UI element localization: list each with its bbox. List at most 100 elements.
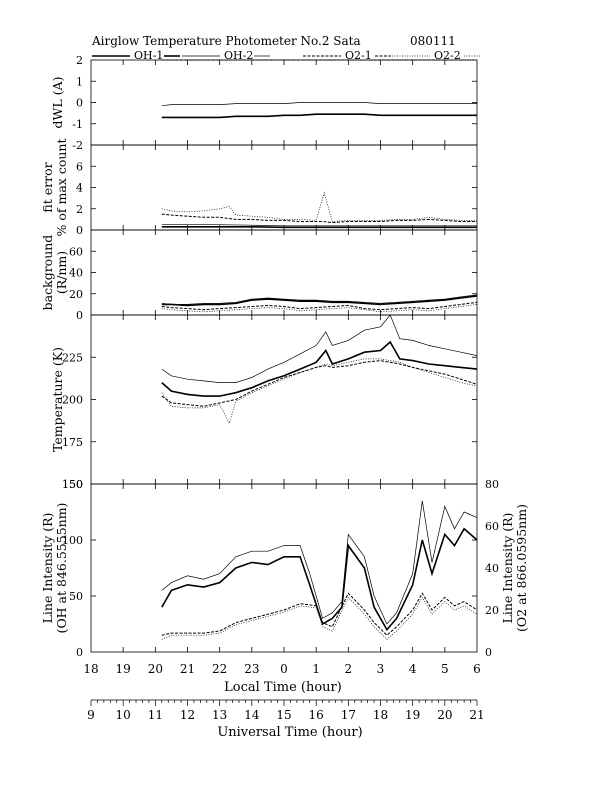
legend-label: OH-1 xyxy=(134,49,163,62)
y-tick-label: 1 xyxy=(76,75,83,88)
ut-tick-label: 12 xyxy=(180,708,195,722)
y-tick-label: 50 xyxy=(69,590,83,603)
local-tick-label: 5 xyxy=(441,662,449,676)
y2-tick-label: 20 xyxy=(485,604,499,617)
y-tick-label: 0 xyxy=(76,224,83,237)
chart-title: Airglow Temperature Photometer No.2 Sata xyxy=(91,34,361,48)
y-tick-label: 6 xyxy=(76,160,83,173)
panel-1: 2 1 0 -1 -2 dWL (A) xyxy=(50,54,478,152)
local-time-axis-label: Local Time (hour) xyxy=(224,680,342,695)
ut-tick-label: 13 xyxy=(212,708,227,722)
series-line-oh-2 xyxy=(161,500,478,625)
panel-frame xyxy=(90,483,478,653)
ut-tick-label: 19 xyxy=(405,708,420,722)
ut-tick-label: 20 xyxy=(437,708,452,722)
y-tick-label: 20 xyxy=(69,288,83,301)
panel-4: 225 200 175 150 Temperature (K) xyxy=(50,314,478,491)
universal-time-axis: 9 10 11 12 13 14 15 16 17 18 19 20 21 xyxy=(87,699,485,722)
panel-frame xyxy=(90,59,478,146)
ut-tick-label: 14 xyxy=(244,708,260,722)
universal-time-axis-label: Universal Time (hour) xyxy=(217,725,362,740)
local-tick-label: 18 xyxy=(83,662,98,676)
local-tick-label: 21 xyxy=(180,662,195,676)
local-time-axis: 18 19 20 21 22 23 0 1 2 3 4 5 6 xyxy=(83,662,480,676)
y2-axis-label: Line Intensity (R) xyxy=(500,513,515,624)
local-tick-label: 0 xyxy=(280,662,288,676)
y-tick-label: 175 xyxy=(62,436,83,449)
series-line-oh-1 xyxy=(161,527,478,631)
y-tick-label: 150 xyxy=(62,478,83,491)
series-line-o2-1 xyxy=(161,360,478,407)
series-line-oh-1 xyxy=(161,226,477,229)
series-line-o2-1 xyxy=(161,301,478,311)
legend-label: O2-2 xyxy=(434,49,461,62)
series-line-oh-1 xyxy=(161,295,478,307)
series-line-o2-1 xyxy=(161,592,478,636)
y-axis-label-2: % of max count xyxy=(54,139,69,237)
y-tick-label: -2 xyxy=(72,139,83,152)
y-tick-label: 2 xyxy=(76,54,83,67)
panel-frame xyxy=(90,314,478,485)
series-line-o2-2 xyxy=(161,191,477,222)
ut-tick-label: 11 xyxy=(148,708,163,722)
chart-date: 080111 xyxy=(410,34,456,48)
series-line-oh-2 xyxy=(161,294,478,305)
local-tick-label: 6 xyxy=(473,662,481,676)
y-tick-label: 0 xyxy=(76,646,83,659)
y-axis-label-2: (R/nm) xyxy=(54,251,69,294)
y2-tick-label: 40 xyxy=(485,562,499,575)
y-tick-label: 225 xyxy=(62,351,83,364)
y-axis-label-2: (OH at 846.5555nm) xyxy=(54,503,69,634)
legend-label: OH-2 xyxy=(224,49,253,62)
y-tick-label: 4 xyxy=(76,182,83,195)
y-axis-label: Temperature (K) xyxy=(50,347,65,452)
series-line-oh-2 xyxy=(161,102,477,107)
local-tick-label: 23 xyxy=(244,662,259,676)
y2-axis-label-2: (O2 at 866.0595nm) xyxy=(514,504,529,632)
local-tick-label: 22 xyxy=(212,662,227,676)
y-axis-label: Line Intensity (R) xyxy=(40,513,55,624)
series-line-o2-2 xyxy=(161,358,478,425)
y-tick-label: -1 xyxy=(72,118,83,131)
local-tick-label: 2 xyxy=(345,662,353,676)
panel-frame xyxy=(90,144,478,231)
local-tick-label: 20 xyxy=(148,662,163,676)
y-axis-label: background xyxy=(40,235,55,311)
y2-tick-label: 0 xyxy=(485,646,492,659)
local-tick-label: 4 xyxy=(409,662,417,676)
y-tick-label: 40 xyxy=(69,267,83,280)
y2-tick-label: 80 xyxy=(485,478,499,491)
y-tick-label: 100 xyxy=(62,534,83,547)
series-line-oh-1 xyxy=(161,113,477,119)
local-tick-label: 3 xyxy=(377,662,385,676)
series-line-oh-1 xyxy=(161,340,478,397)
y-tick-label: 60 xyxy=(69,245,83,258)
y-axis-label: dWL (A) xyxy=(50,77,65,129)
ut-tick-label: 10 xyxy=(116,708,131,722)
series-line-oh-2 xyxy=(161,224,477,227)
y-tick-label: 200 xyxy=(62,394,83,407)
y-tick-label: 2 xyxy=(76,203,83,216)
local-tick-label: 1 xyxy=(312,662,320,676)
series-line-o2-2 xyxy=(161,304,478,313)
panel-3: 60 40 20 0 background (R/nm) xyxy=(40,229,478,322)
y2-tick-label: 60 xyxy=(485,520,499,533)
ut-tick-label: 18 xyxy=(373,708,388,722)
y-tick-label: 150 xyxy=(62,478,83,491)
chart-legend: OH-1 OH-2 O2-1 O2-2 xyxy=(92,49,480,62)
local-tick-label: 19 xyxy=(116,662,131,676)
series-line-oh-2 xyxy=(161,314,478,383)
ut-tick-label: 21 xyxy=(469,708,484,722)
ut-tick-label: 15 xyxy=(276,708,291,722)
y-tick-label: 0 xyxy=(76,97,83,110)
y-tick-label: 0 xyxy=(76,309,83,322)
ut-tick-label: 17 xyxy=(341,708,356,722)
panel-2: 6 4 2 0 fit error% of max count xyxy=(40,139,478,237)
ut-tick-label: 9 xyxy=(87,708,95,722)
y-axis-label: fit error xyxy=(40,162,55,212)
series-line-o2-1 xyxy=(161,213,477,224)
series-line-o2-2 xyxy=(161,596,478,640)
